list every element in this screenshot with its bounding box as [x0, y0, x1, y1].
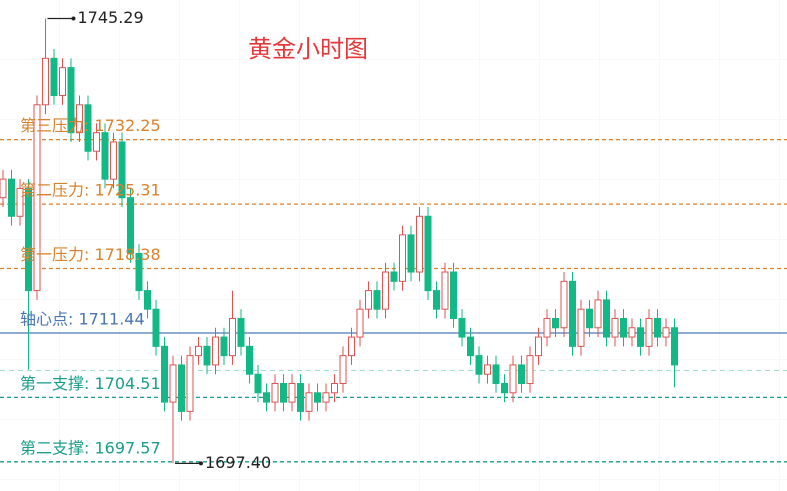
candle-body	[42, 57, 49, 106]
candle-body	[305, 392, 313, 412]
candle-body	[458, 317, 466, 338]
candle-body	[662, 327, 670, 338]
candle-body	[450, 271, 457, 319]
candle-body	[50, 57, 58, 97]
candle-body	[628, 327, 636, 338]
candle-body	[237, 317, 245, 347]
candle-body	[637, 327, 644, 347]
candle-body	[620, 317, 627, 338]
candle-body	[322, 392, 330, 403]
candle-body	[484, 364, 491, 375]
candle-body	[390, 271, 398, 282]
candle-body	[25, 187, 32, 292]
candle-body	[501, 383, 508, 394]
candle-body	[152, 308, 160, 347]
candle-body	[67, 67, 75, 134]
candle-body	[356, 308, 364, 338]
candle-body	[161, 345, 168, 403]
level-label: 轴心点: 1711.44	[20, 309, 145, 328]
candle-body	[59, 67, 66, 97]
candle-body	[373, 290, 381, 310]
candle-body	[76, 104, 83, 134]
candle-body	[93, 132, 100, 152]
candle-body	[654, 317, 661, 338]
candle-body	[543, 317, 551, 338]
candle-body	[569, 280, 576, 347]
candle-body	[348, 336, 355, 357]
candle-body	[16, 187, 24, 217]
candle-body	[314, 392, 321, 403]
candle-body	[552, 317, 559, 329]
candle-body	[365, 290, 372, 310]
candle-body	[518, 364, 525, 385]
candle-body	[560, 280, 568, 329]
candle-body	[535, 336, 542, 357]
candle-body	[671, 327, 678, 366]
candle-body	[195, 345, 202, 357]
candle-body	[220, 336, 228, 357]
candle-body	[169, 364, 177, 403]
candle-body	[212, 336, 219, 366]
candle-body	[297, 383, 304, 412]
candle-body	[492, 364, 500, 385]
candle-body	[424, 215, 432, 292]
extreme-dot	[199, 461, 203, 466]
candle-body	[246, 345, 253, 375]
candle-body	[118, 141, 126, 199]
candle-body	[526, 355, 534, 385]
candle-body	[339, 355, 347, 385]
candle-body	[441, 271, 449, 310]
candle-body	[0, 178, 7, 199]
candle-body	[135, 252, 143, 292]
candle-body	[178, 364, 185, 412]
extreme-dot	[71, 16, 76, 21]
candle-body	[254, 373, 262, 394]
candle-body	[467, 336, 474, 357]
candle-body	[186, 355, 194, 412]
chart-title: 黄金小时图	[248, 35, 368, 63]
candle-body	[475, 355, 483, 375]
candle-body	[433, 290, 440, 310]
candle-body	[271, 383, 279, 403]
level-label: 第二压力: 1725.31	[20, 181, 161, 200]
candle-body	[577, 308, 585, 347]
level-label: 第三压力: 1732.25	[20, 116, 161, 135]
extreme-label: 1697.40	[205, 453, 271, 472]
extreme-label: 1745.29	[78, 8, 144, 27]
candle-body	[84, 104, 92, 152]
candle-body	[203, 345, 211, 366]
candle-body	[101, 132, 109, 180]
candle-body	[8, 178, 15, 217]
candle-body	[144, 290, 151, 310]
candle-body	[399, 234, 406, 282]
candle-body	[280, 383, 287, 403]
candle-body	[509, 364, 517, 394]
candle-body	[603, 299, 610, 338]
candle-body	[263, 392, 270, 403]
candle-body	[110, 141, 117, 180]
level-label: 第一压力: 1718.38	[20, 245, 161, 264]
candle-body	[611, 317, 619, 338]
candle-body	[331, 383, 338, 394]
candle-body	[416, 215, 423, 273]
level-label: 第一支撑: 1704.51	[20, 374, 161, 393]
candle-body	[594, 299, 602, 329]
candle-body	[645, 317, 653, 347]
candle-body	[33, 104, 41, 292]
candle-body	[382, 271, 389, 310]
candle-body	[229, 317, 236, 357]
candle-body	[407, 234, 415, 273]
candle-body	[127, 197, 134, 254]
candle-body	[586, 308, 593, 329]
level-label: 第二支撑: 1697.57	[20, 438, 161, 457]
candle-body	[288, 383, 296, 403]
